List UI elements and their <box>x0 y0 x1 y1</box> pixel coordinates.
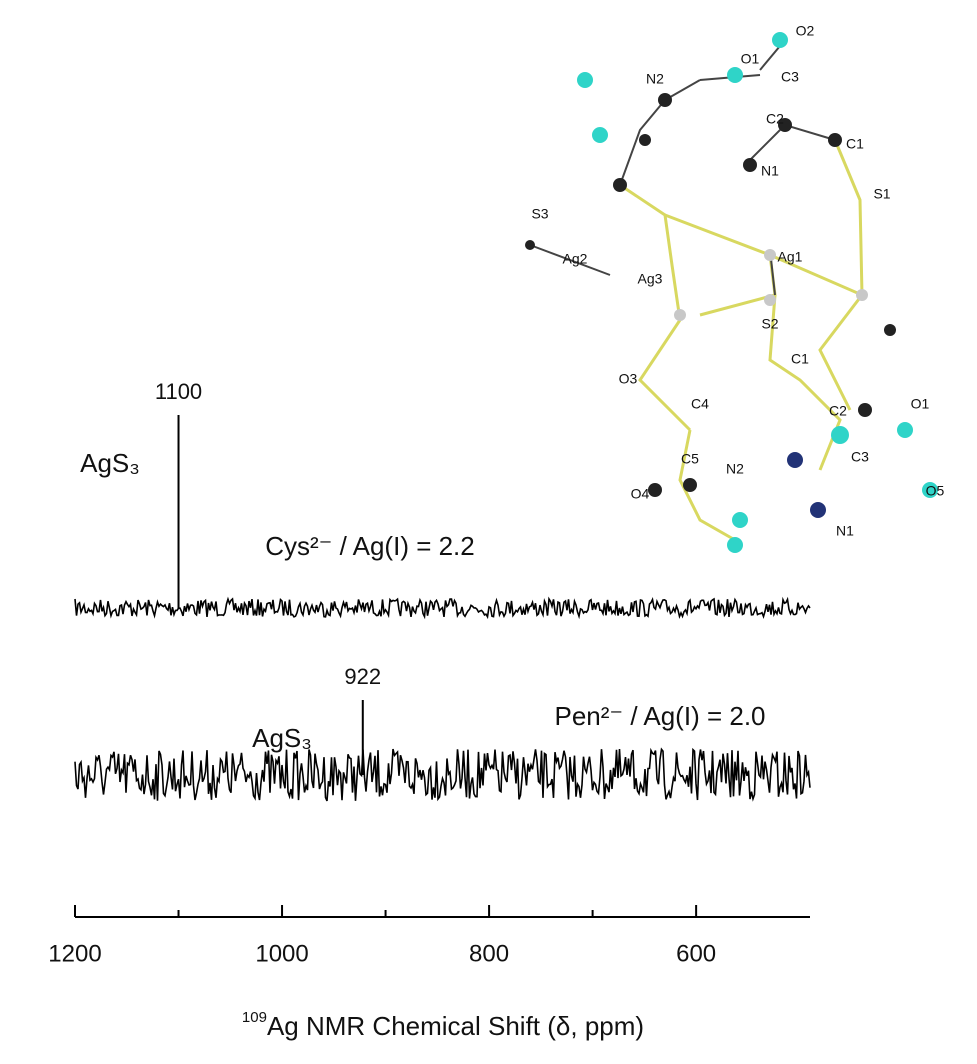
species-label: AgS₃ <box>80 448 140 478</box>
x-tick-label: 600 <box>676 940 716 967</box>
atom-label: C5 <box>681 451 699 467</box>
x-tick-label: 1000 <box>255 940 308 967</box>
peak-label: 922 <box>344 664 381 689</box>
atom-label: N1 <box>836 523 854 539</box>
atom-label: Ag1 <box>778 249 803 265</box>
series-label: Pen²⁻ / Ag(I) = 2.0 <box>555 701 766 731</box>
atom-label: S2 <box>761 316 778 332</box>
atom-label: N2 <box>646 71 664 87</box>
atom-label: C4 <box>691 396 709 412</box>
atom-label: O2 <box>796 23 815 39</box>
atom-label: N1 <box>761 163 779 179</box>
atom-label: C3 <box>851 449 869 465</box>
peak-label: 1100 <box>155 379 202 404</box>
x-tick-label: 800 <box>469 940 509 967</box>
axis-label: Ag NMR Chemical Shift (δ, ppm) <box>267 1011 644 1041</box>
x-axis-title: 109Ag NMR Chemical Shift (δ, ppm) <box>242 1009 644 1041</box>
atom-label: O1 <box>911 396 930 412</box>
crystal-structure-inset: O2 O1 C3 N2 C2 C1 N1 S1 S3 Ag1 Ag2 Ag3 S2 C1 C2 O1 N2 O3 C… <box>525 23 945 553</box>
atom-label: Ag2 <box>563 251 588 267</box>
isotope: 109 <box>242 1009 267 1026</box>
species-label: AgS₃ <box>252 723 312 753</box>
atom-label: C3 <box>781 69 799 85</box>
atom-label: C2 <box>829 403 847 419</box>
atom-label: N2 <box>726 461 744 477</box>
atom-label: C1 <box>846 136 864 152</box>
chart: O2 O1 C3 N2 C2 C1 N1 S1 S3 Ag1 Ag2 Ag3 S2 C1 C2 O1 N2 O3 C… <box>0 0 977 1059</box>
x-tick-label: 1200 <box>48 940 101 967</box>
baseline-noise <box>75 749 810 801</box>
atom-label: Ag3 <box>638 271 663 287</box>
atom-label: S3 <box>531 206 548 222</box>
series-label: Cys²⁻ / Ag(I) = 2.2 <box>265 531 475 561</box>
atom-label: S1 <box>873 186 890 202</box>
atom-label: O5 <box>926 483 945 499</box>
baseline-noise <box>75 599 810 617</box>
atom-label: O3 <box>619 371 638 387</box>
atom-label: O1 <box>741 51 760 67</box>
atom-label: C2 <box>766 111 784 127</box>
atom-label: C1 <box>791 351 809 367</box>
atom-label: O4 <box>631 486 650 502</box>
